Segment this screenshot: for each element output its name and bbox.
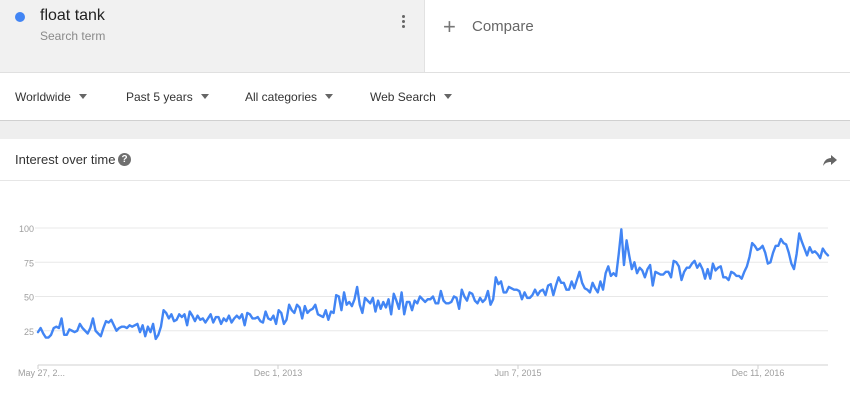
chevron-down-icon (78, 94, 87, 100)
filter-category[interactable]: All categories (245, 90, 334, 104)
y-tick-label: 25 (24, 327, 34, 337)
y-tick-label: 50 (24, 293, 34, 303)
filter-region[interactable]: Worldwide (15, 90, 87, 104)
filter-bar: Worldwide Past 5 years All categories We… (0, 73, 850, 121)
compare-button[interactable]: + Compare (425, 0, 850, 72)
compare-label: Compare (472, 18, 534, 35)
share-icon[interactable] (822, 152, 838, 168)
filter-search-type[interactable]: Web Search (370, 90, 452, 104)
chevron-down-icon (325, 94, 334, 100)
y-tick-label: 100 (19, 224, 34, 234)
search-term-header: float tank Search term + Compare (0, 0, 850, 73)
more-vert-icon[interactable] (398, 15, 408, 35)
x-tick-label: Dec 1, 2013 (254, 368, 303, 378)
y-tick-label: 75 (24, 258, 34, 268)
chevron-down-icon (200, 94, 209, 100)
card-title: Interest over time (15, 152, 116, 167)
search-term-name: float tank (40, 7, 105, 24)
help-icon[interactable]: ? (118, 153, 131, 166)
search-term-subtitle: Search term (40, 29, 106, 43)
plus-icon: + (443, 14, 456, 39)
filter-search-type-label: Web Search (370, 90, 436, 104)
x-tick-label: May 27, 2... (18, 368, 65, 378)
x-tick-label: Jun 7, 2015 (494, 368, 541, 378)
interest-line-chart: 25 50 75 100 May 27, 2... Dec 1, 2013 Jun 7, 2… (18, 224, 830, 378)
interest-over-time-card: Interest over time ? 25 50 75 100 May 27, 2.… (0, 139, 850, 404)
x-tick-label: Dec 11, 2016 (732, 368, 785, 378)
series-line (36, 228, 830, 341)
filter-region-label: Worldwide (15, 90, 71, 104)
filter-category-label: All categories (245, 90, 318, 104)
filter-time-range[interactable]: Past 5 years (126, 90, 209, 104)
card-divider (0, 180, 850, 181)
series-color-dot-icon (15, 12, 25, 22)
section-gap (0, 120, 850, 139)
header-divider (0, 72, 850, 73)
search-term-chip[interactable]: float tank Search term (0, 0, 425, 72)
chevron-down-icon (443, 94, 452, 100)
filter-time-label: Past 5 years (126, 90, 193, 104)
